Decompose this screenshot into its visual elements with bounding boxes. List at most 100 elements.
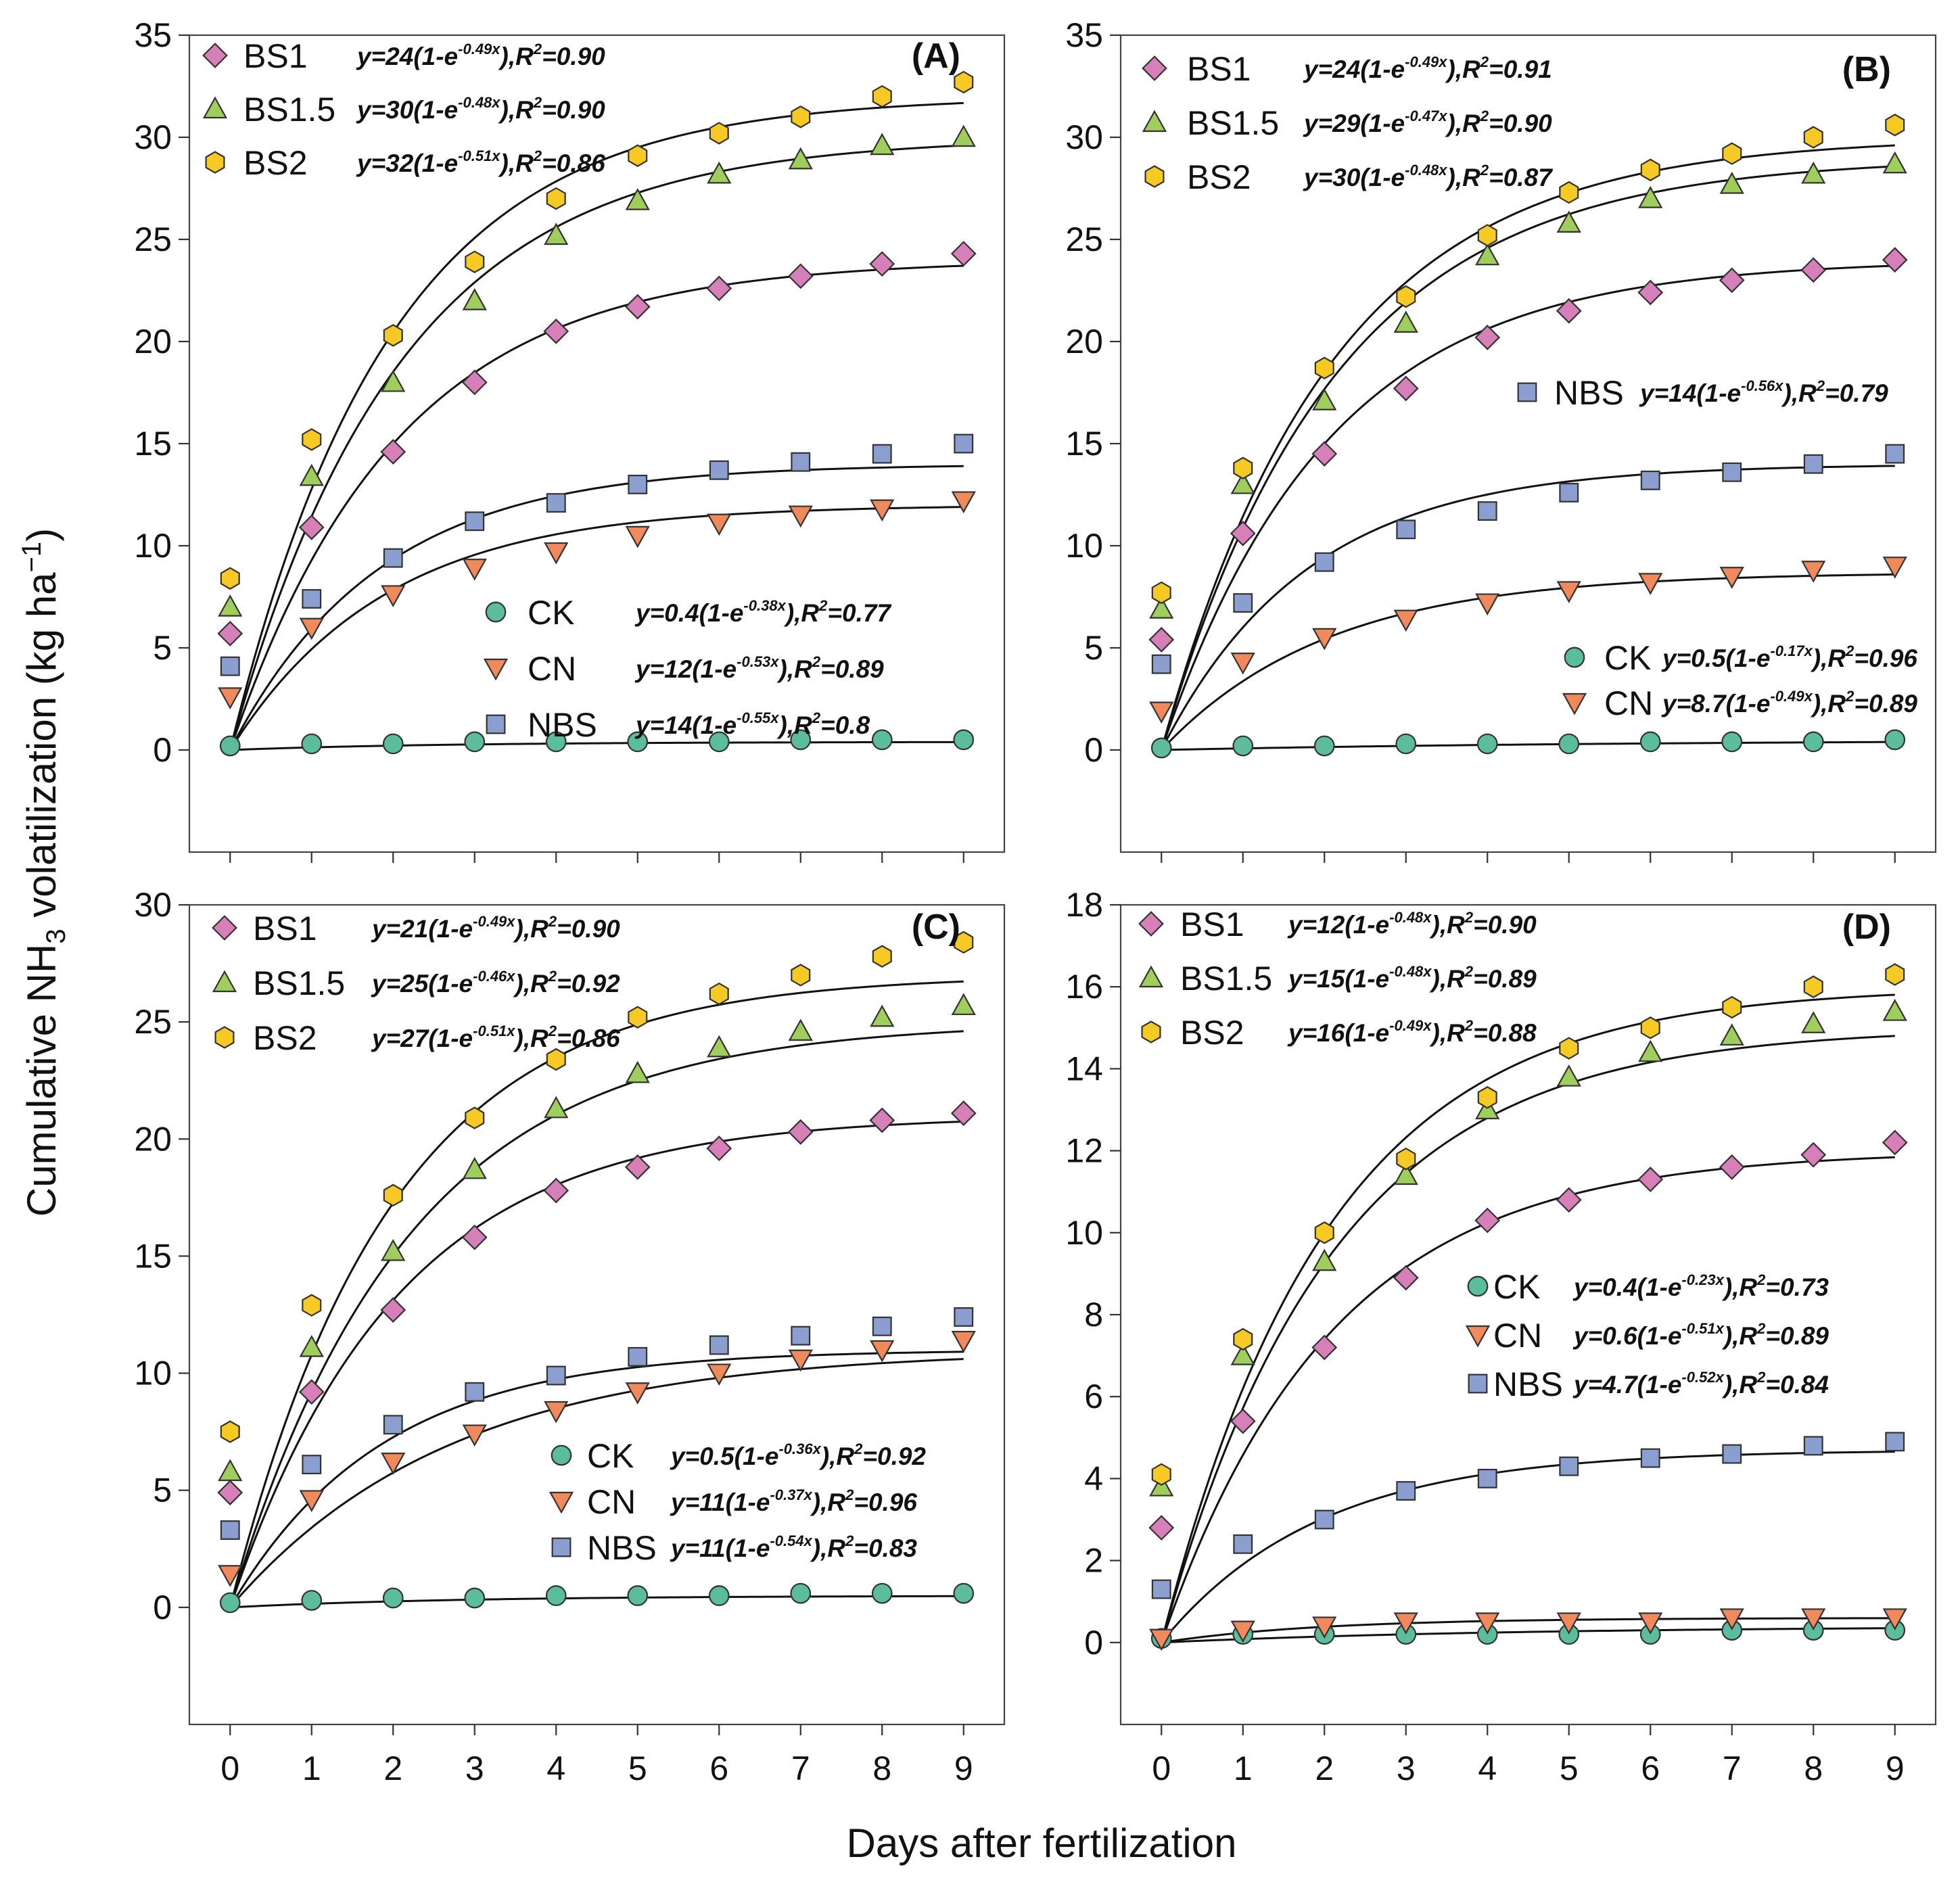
eq-exponent: -0.55x: [737, 709, 779, 726]
point-BS1: [1882, 247, 1908, 273]
fit-curve-NBS: [1160, 465, 1895, 751]
point-BS1: [1393, 1265, 1419, 1291]
point-NBS: [872, 1316, 892, 1336]
eq-r2-sup: 2: [812, 709, 821, 726]
fit-curve-BS2: [229, 101, 964, 751]
y-tick-label: 35: [134, 16, 172, 54]
point-BS1: [217, 620, 243, 647]
eq-exponent: -0.49x: [1770, 688, 1813, 705]
eq-exponent: -0.52x: [1681, 1369, 1724, 1386]
point-BS1: [461, 1224, 488, 1250]
point-BS2: [1151, 581, 1171, 605]
eq-exponent: -0.36x: [778, 1440, 821, 1457]
legend-equation-BS1: y=12(1-e-0.48x),R2=0.90: [1287, 909, 1537, 939]
y-tick-label: 5: [153, 629, 172, 667]
legend-equation-NBS: y=14(1-e-0.55x),R2=0.8: [634, 709, 870, 739]
point-BS1_5: [870, 133, 895, 156]
eq-exponent: -0.48x: [458, 94, 500, 111]
point-BS2: [709, 982, 729, 1006]
legend-label-BS2: BS2: [1187, 158, 1251, 196]
panel-label: (A): [912, 37, 960, 76]
eq-part: ),R: [1721, 1322, 1758, 1350]
point-BS2: [954, 931, 974, 954]
eq-part: ),R: [1810, 644, 1846, 672]
x-tick-label: 2: [1315, 1749, 1334, 1787]
x-tick-label: 7: [791, 1749, 810, 1787]
point-BS2: [872, 85, 892, 108]
x-tick-label: 5: [628, 1749, 647, 1787]
point-BS2: [1885, 963, 1905, 986]
eq-r2-value: =0.90: [1473, 911, 1537, 939]
point-BS1_5: [951, 993, 976, 1016]
point-NBS: [1803, 1436, 1823, 1456]
eq-part: ),R: [810, 1488, 846, 1516]
y-axis-title-end: ): [19, 528, 64, 542]
point-BS1_5: [381, 369, 406, 392]
legend-equation-BS1: y=24(1-e-0.49x),R2=0.91: [1303, 53, 1552, 83]
y-tick-label: 10: [134, 1355, 172, 1392]
point-BS1: [1800, 257, 1827, 283]
eq-part: y=14(1-e: [1639, 379, 1741, 407]
eq-exponent: -0.56x: [1741, 377, 1783, 394]
legend-label-BS2: BS2: [243, 144, 308, 182]
point-BS1: [1719, 1154, 1745, 1180]
eq-part: ),R: [498, 43, 534, 70]
legend-label-BS1_5: BS1.5: [1187, 104, 1279, 142]
legend-marker-BS2: [214, 1026, 235, 1049]
panel-label: (D): [1842, 908, 1891, 947]
point-CN: [544, 1401, 569, 1424]
y-tick-label: 12: [1065, 1132, 1103, 1170]
eq-exponent: -0.49x: [473, 913, 515, 930]
point-BS1: [869, 251, 895, 277]
point-CK: [301, 733, 323, 755]
legend-marker-NBS: [486, 714, 506, 734]
point-BS1: [624, 293, 651, 320]
point-CK: [1395, 733, 1417, 755]
eq-part: y=32(1-e: [356, 149, 458, 177]
point-BS2: [1885, 114, 1905, 137]
point-CK: [790, 729, 812, 751]
point-BS1: [1393, 375, 1419, 402]
eq-r2-sup: 2: [548, 968, 557, 985]
point-BS2: [1233, 1327, 1253, 1351]
point-CK: [708, 731, 730, 753]
point-NBS: [1640, 1448, 1660, 1468]
point-NBS: [220, 656, 240, 676]
legend-marker-BS2: [1144, 165, 1165, 188]
point-BS2: [1151, 1463, 1171, 1486]
x-tick-label: 1: [302, 1749, 321, 1787]
point-BS1_5: [544, 222, 569, 245]
eq-part: ),R: [1445, 55, 1481, 83]
eq-r2-sup: 2: [1756, 1271, 1766, 1288]
point-BS1: [706, 275, 732, 302]
point-BS1: [298, 514, 325, 540]
point-BS1_5: [1719, 171, 1744, 194]
point-BS1: [706, 1135, 732, 1162]
point-BS1_5: [1882, 999, 1907, 1021]
eq-r2-value: =0.86: [557, 1025, 620, 1052]
legend-equation-CN: y=12(1-e-0.53x),R2=0.89: [634, 653, 884, 683]
eq-exponent: -0.38x: [743, 597, 786, 614]
legend-equation-BS1_5: y=30(1-e-0.48x),R2=0.90: [356, 94, 605, 124]
legend-equation-BS2: y=27(1-e-0.51x),R2=0.86: [371, 1023, 620, 1052]
fit-curve-CK: [1161, 1627, 1895, 1644]
point-NBS: [383, 1415, 403, 1435]
point-NBS: [1314, 1509, 1334, 1530]
eq-part: y=0.4(1-e: [1572, 1273, 1681, 1301]
point-CN: [299, 617, 324, 640]
fit-curve-NBS: [1161, 1451, 1895, 1643]
legend-marker-BS1_5: [212, 970, 237, 993]
eq-r2-sup: 2: [1464, 909, 1474, 926]
point-BS2: [628, 1006, 648, 1029]
eq-r2-value: =0.91: [1489, 55, 1552, 83]
legend-equation-NBS: y=4.7(1-e-0.52x),R2=0.84: [1572, 1369, 1829, 1399]
x-tick-label: 9: [954, 1749, 973, 1787]
legend-marker-BS1: [1142, 55, 1167, 81]
x-tick-label: 5: [1560, 1749, 1579, 1787]
point-BS1: [543, 318, 569, 344]
legend-marker-BS1_5: [202, 96, 228, 119]
eq-part: y=8.7(1-e: [1661, 690, 1770, 718]
point-NBS: [1477, 1468, 1497, 1488]
